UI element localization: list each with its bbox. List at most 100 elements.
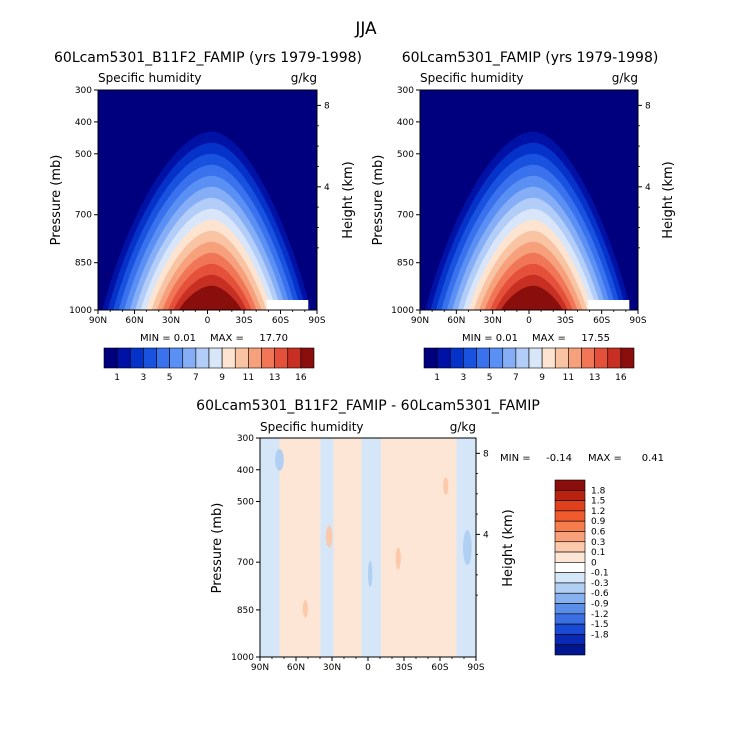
panel-1-ylabel: Pressure (mb) — [49, 155, 64, 246]
colorbar-box — [554, 644, 586, 656]
x-tick-label: 90N — [89, 316, 107, 326]
panel-2: 60Lcam5301_FAMIP (yrs 1979-1998) Specifi… — [371, 50, 676, 383]
colorbar-label: 16 — [615, 373, 627, 383]
y-tick-label: 300 — [397, 86, 414, 96]
x-tick-label: 90N — [251, 663, 269, 673]
colorbar-label: -0.1 — [591, 569, 609, 579]
y-tick-label: 850 — [237, 606, 254, 616]
colorbar-box — [554, 623, 586, 635]
colorbar-box — [103, 347, 118, 369]
x-tick-label: 0 — [205, 316, 211, 326]
y2-tick-label: 4 — [645, 183, 651, 193]
colorbar-box — [287, 347, 302, 369]
colorbar-box — [528, 347, 543, 369]
x-tick-label: 60S — [431, 663, 448, 673]
colorbar-box — [554, 531, 586, 543]
x-tick-label: 30N — [162, 316, 180, 326]
colorbar-box — [568, 347, 582, 369]
panel-1-min-value: 0.01 — [174, 333, 196, 344]
panel-3-axes: 90N 60N 30N 0 30S 60S 90S 300 400 500 700 850 1000 8 4 — [231, 434, 489, 673]
panel-3-min-value: -0.14 — [546, 453, 572, 464]
colorbar-label: -0.3 — [591, 579, 609, 589]
y-tick-label: 400 — [397, 118, 414, 128]
colorbar-label: 0.9 — [591, 517, 606, 527]
y2-tick-label: 8 — [645, 101, 651, 111]
panel-2-max-value: 17.55 — [581, 333, 610, 344]
colorbar-label: 11 — [243, 373, 254, 383]
panel-2-max-label: MAX = — [532, 333, 566, 344]
x-tick-label: 90S — [308, 316, 325, 326]
y2-tick-label: 8 — [483, 449, 489, 459]
panel-1-max-label: MAX = — [210, 333, 244, 344]
panel-3-right-subtitle: g/kg — [450, 420, 476, 434]
y-tick-label: 700 — [397, 211, 414, 221]
colorbar-box — [554, 541, 586, 553]
colorbar-box — [182, 347, 197, 369]
humidity-band — [500, 285, 563, 310]
panel-3-y2label: Height (km) — [501, 509, 516, 586]
y2-tick-label: 8 — [324, 101, 330, 111]
colorbar-label: 0.1 — [591, 548, 605, 558]
y-tick-label: 500 — [237, 498, 254, 508]
y-tick-label: 1000 — [69, 306, 92, 316]
panel-2-colorbar: 1 3 5 7 9 11 13 16 — [423, 347, 635, 383]
colorbar-box — [449, 347, 464, 369]
colorbar-box — [221, 347, 236, 369]
colorbar-label: -1.5 — [591, 620, 609, 630]
y-tick-label: 700 — [237, 558, 254, 568]
x-tick-label: 60S — [272, 316, 289, 326]
colorbar-box — [195, 347, 210, 369]
colorbar-box — [554, 562, 586, 573]
panel-1-colorbar: 1 3 5 7 9 11 13 16 — [103, 347, 315, 383]
x-tick-label: 30S — [395, 663, 412, 673]
panel-2-axes: 90N 60N 30N 0 30S 60S 90S 300 400 500 700 850 1000 8 4 — [391, 86, 651, 326]
colorbar-box — [300, 347, 315, 369]
colorbar-label: 1 — [434, 373, 440, 383]
colorbar-box — [554, 489, 586, 501]
y-tick-label: 700 — [75, 211, 92, 221]
colorbar-label: 7 — [513, 373, 519, 383]
colorbar-label: -1.2 — [591, 610, 609, 620]
colorbar-box — [594, 347, 609, 369]
colorbar-label: 9 — [539, 373, 545, 383]
colorbar-label: 5 — [167, 373, 173, 383]
panel-3-contour-field — [260, 438, 476, 657]
difference-region — [395, 547, 401, 570]
y2-tick-label: 4 — [324, 183, 330, 193]
panel-1-contour-field — [98, 90, 317, 310]
colorbar-label: 1 — [114, 373, 120, 383]
colorbar-box — [554, 603, 586, 615]
y-tick-label: 1000 — [391, 306, 414, 316]
colorbar-box — [620, 347, 635, 369]
colorbar-label: 11 — [563, 373, 574, 383]
y-tick-label: 300 — [237, 434, 254, 444]
colorbar-box — [581, 347, 595, 369]
colorbar-label: 3 — [461, 373, 467, 383]
colorbar-label: 1.8 — [591, 486, 606, 496]
panel-3-left-subtitle: Specific humidity — [260, 420, 364, 434]
panel-1-axes: 90N 60N 30N 0 30S 60S 90S 300 400 500 700 850 1000 8 4 — [69, 86, 330, 326]
colorbar-box — [554, 551, 586, 563]
panel-2-ylabel: Pressure (mb) — [371, 155, 386, 246]
colorbar-box — [116, 347, 131, 369]
panel-2-title: 60Lcam5301_FAMIP (yrs 1979-1998) — [402, 50, 659, 66]
x-tick-label: 60N — [287, 663, 305, 673]
colorbar-box — [234, 347, 249, 369]
panel-2-contour-field — [420, 90, 638, 310]
difference-region — [443, 477, 449, 495]
colorbar-box — [129, 347, 144, 369]
panel-2-y2label: Height (km) — [661, 161, 676, 238]
colorbar-label: 0.3 — [591, 538, 605, 548]
colorbar-box — [143, 347, 157, 369]
colorbar-box — [554, 592, 586, 604]
y-tick-label: 1000 — [231, 653, 254, 663]
colorbar-label: 5 — [487, 373, 493, 383]
colorbar-box — [554, 613, 586, 625]
colorbar-label: 13 — [269, 373, 280, 383]
below-surface-mask — [587, 300, 630, 310]
colorbar-box — [248, 347, 262, 369]
panel-1-y2label: Height (km) — [341, 161, 356, 238]
colorbar-label: -1.8 — [591, 630, 609, 640]
colorbar-box — [554, 582, 586, 594]
difference-region — [302, 600, 308, 618]
